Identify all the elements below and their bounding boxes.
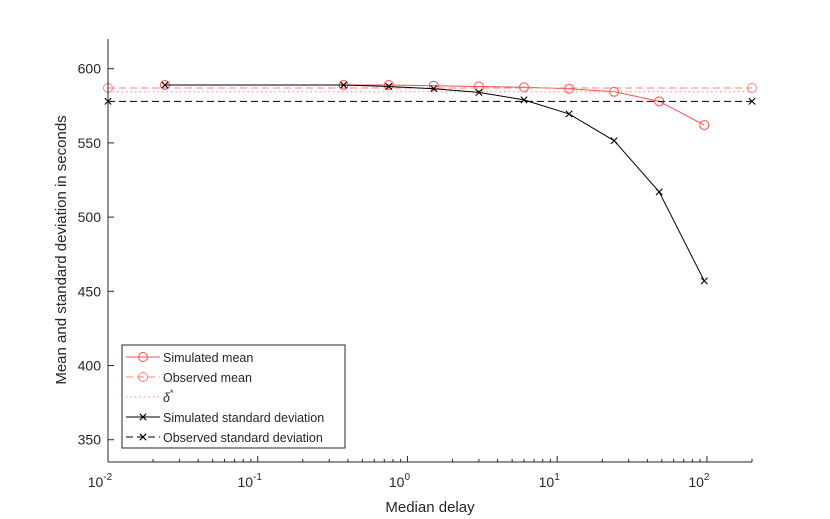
series-line-0	[164, 84, 705, 126]
x-tick-label-0: 10-2	[88, 472, 113, 490]
legend-marker-0	[138, 352, 148, 362]
series-3-point-0	[161, 81, 169, 89]
series-4-point-1	[748, 97, 756, 105]
legend-item-4: Observed standard deviation	[126, 431, 323, 445]
series-1-point-1	[747, 82, 757, 93]
legend-item-3: Simulated standard deviation	[126, 411, 324, 425]
series-3	[161, 81, 708, 285]
x-tick-label-1: 10-1	[237, 472, 262, 490]
series-line-3	[164, 84, 705, 282]
series-3-point-6	[565, 110, 573, 118]
legend-marker-4	[139, 433, 147, 441]
y-tick-label-5: 600	[78, 61, 102, 77]
x-tick-label-2: 100	[389, 472, 411, 490]
legend-label-0: Simulated mean	[163, 351, 253, 365]
series-3-point-9	[700, 277, 708, 285]
legend-label-1: Observed mean	[163, 371, 252, 385]
legend-box	[121, 344, 346, 449]
series-3-point-2	[385, 82, 393, 91]
series-3-point-7	[610, 137, 618, 145]
series-3-point-3	[430, 85, 438, 93]
legend-item-2: δ*	[126, 388, 174, 405]
legend-item-0: Simulated mean	[126, 351, 253, 365]
x-tick-label-4: 102	[688, 472, 710, 490]
axes-layer: 350 400 450 500 550 600 10-2 10-1 100 101 102	[78, 39, 753, 490]
legend-label-4: Observed standard deviation	[163, 431, 323, 445]
series-3-point-8	[655, 188, 663, 196]
series-0-point-7	[609, 86, 620, 97]
series-0-point-9	[699, 120, 710, 131]
legend-marker-3	[139, 413, 147, 421]
series-0-point-5	[518, 82, 529, 93]
y-tick-label-4: 550	[78, 135, 102, 151]
series-3-point-4	[475, 88, 483, 97]
y-tick-label-2: 450	[78, 283, 102, 299]
legend-label-3: Simulated standard deviation	[163, 411, 324, 425]
series-0	[159, 80, 710, 131]
series-0-point-2	[383, 80, 394, 91]
legend: Simulated mean Observed mean δ* Simulated s…	[121, 344, 346, 449]
series-3-point-5	[520, 96, 528, 104]
y-tick-label-3: 500	[78, 209, 102, 225]
series-0-point-3	[428, 80, 439, 91]
series-0-point-6	[564, 83, 575, 94]
legend-label-2: δ*	[163, 388, 174, 405]
legend-marker-1	[138, 372, 148, 382]
x-tick-label-3: 101	[539, 472, 561, 490]
legend-item-1: Observed mean	[126, 371, 252, 385]
x-axis-label: Median delay	[385, 499, 475, 516]
series-3-point-1	[340, 81, 348, 89]
y-axis-label: Mean and standard deviation in seconds	[53, 115, 70, 384]
series-0-point-4	[473, 81, 484, 92]
y-tick-label-0: 350	[78, 432, 102, 448]
y-tick-label-1: 400	[78, 358, 102, 374]
series-layer	[103, 80, 757, 285]
